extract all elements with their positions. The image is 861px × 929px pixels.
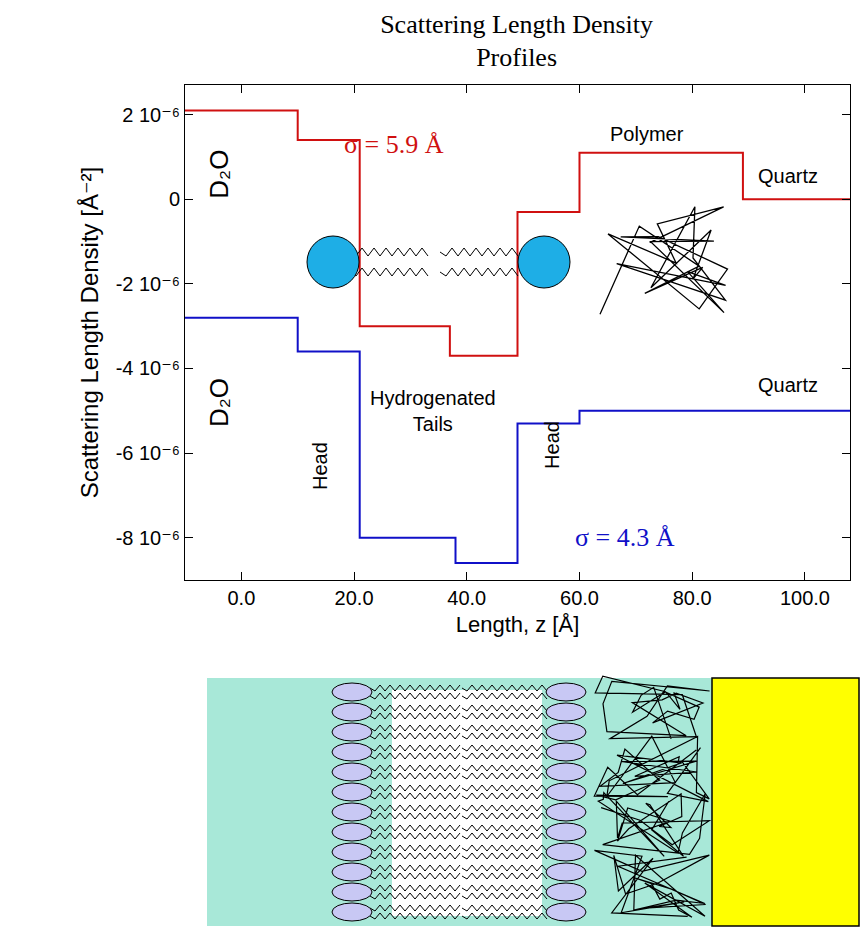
- svg-text:Scattering Length Density [Å⁻²: Scattering Length Density [Å⁻²]: [76, 167, 103, 499]
- svg-text:Head: Head: [541, 421, 563, 469]
- svg-text:0: 0: [169, 188, 180, 210]
- svg-text:HydrogenatedTails: HydrogenatedTails: [370, 387, 496, 435]
- svg-text:100.0: 100.0: [780, 587, 830, 609]
- svg-text:40.0: 40.0: [447, 587, 486, 609]
- svg-text:σ = 4.3 Å: σ = 4.3 Å: [575, 523, 675, 552]
- svg-text:60.0: 60.0: [560, 587, 599, 609]
- svg-text:20.0: 20.0: [335, 587, 374, 609]
- svg-text:-6 10⁻⁶: -6 10⁻⁶: [116, 442, 180, 464]
- svg-text:0.0: 0.0: [227, 587, 255, 609]
- svg-text:σ = 5.9 Å: σ = 5.9 Å: [344, 130, 444, 159]
- svg-text:-4 10⁻⁶: -4 10⁻⁶: [116, 357, 180, 379]
- svg-text:D₂O: D₂O: [204, 150, 234, 199]
- svg-text:D₂O: D₂O: [204, 378, 234, 427]
- svg-text:Quartz: Quartz: [758, 374, 818, 396]
- svg-text:Length, z [Å]: Length, z [Å]: [456, 612, 580, 637]
- svg-text:Polymer: Polymer: [610, 123, 684, 145]
- svg-text:Quartz: Quartz: [758, 165, 818, 187]
- svg-text:-8 10⁻⁶: -8 10⁻⁶: [116, 527, 180, 549]
- svg-text:80.0: 80.0: [673, 587, 712, 609]
- svg-text:-2 10⁻⁶: -2 10⁻⁶: [116, 273, 180, 295]
- svg-text:Scattering Length DensityProfi: Scattering Length DensityProfiles: [380, 10, 653, 73]
- svg-text:2 10⁻⁶: 2 10⁻⁶: [122, 104, 180, 126]
- svg-text:Head: Head: [309, 442, 331, 490]
